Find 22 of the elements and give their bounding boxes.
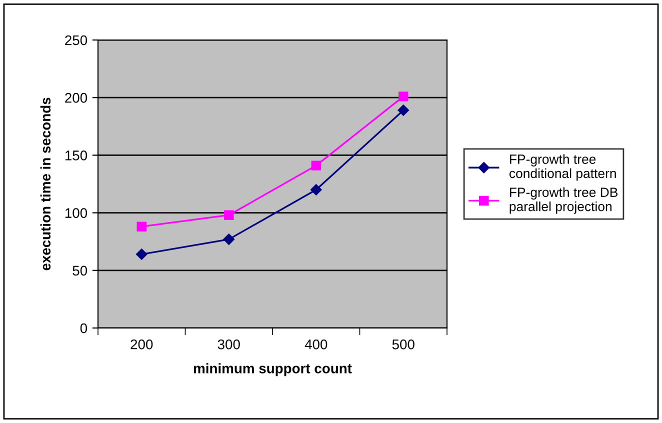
x-tick-label: 400	[304, 339, 328, 350]
point	[310, 184, 322, 196]
x-tick-label: 200	[130, 339, 153, 350]
x-axis-title: minimum support count	[194, 363, 352, 376]
y-tick-label: 100	[65, 208, 88, 218]
legend-label: FP-growth tree conditional pattern	[509, 154, 616, 181]
point	[398, 104, 409, 116]
legend-label: FP-growth tree DB parallel projection	[510, 187, 618, 214]
y-tick-label: 200	[65, 92, 88, 103]
point	[311, 160, 321, 170]
point	[136, 248, 148, 260]
point	[136, 222, 146, 232]
point	[398, 92, 408, 102]
x-tick-label: 300	[218, 339, 240, 350]
y-tick-label: 0	[80, 323, 88, 334]
point	[223, 234, 234, 245]
point	[224, 210, 234, 220]
y-tick-label: 150	[65, 150, 88, 160]
x-tick-label: 500	[392, 339, 414, 350]
y-tick-label: 250	[65, 35, 88, 46]
y-tick-label: 50	[72, 266, 88, 276]
y-axis-title: execution time in seconds	[40, 98, 51, 270]
